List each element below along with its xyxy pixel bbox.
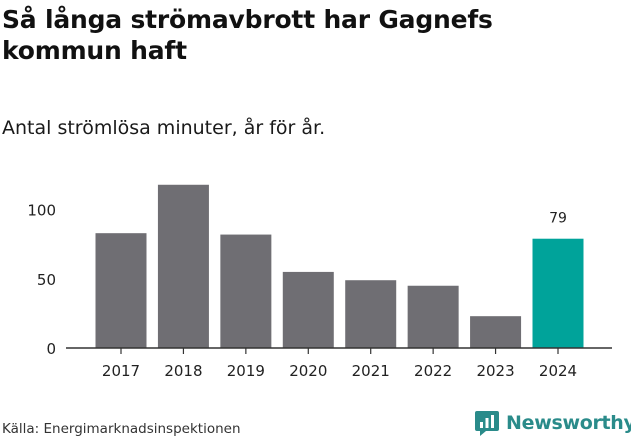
newsworthy-logo-icon xyxy=(475,411,499,436)
y-tick-label: 100 xyxy=(27,202,56,220)
brand-logo: Newsworthy xyxy=(474,408,631,438)
x-tick-label: 2023 xyxy=(476,362,514,380)
brand-name: Newsworthy xyxy=(506,412,631,434)
chart-title: Så långa strömavbrott har Gagnefs kommun… xyxy=(2,5,493,65)
x-tick-label: 2024 xyxy=(539,362,577,380)
x-tick-label: 2021 xyxy=(352,362,390,380)
bar-2023 xyxy=(470,316,522,348)
y-tick-label: 50 xyxy=(37,271,56,289)
x-tick-label: 2018 xyxy=(164,362,202,380)
bar-2020 xyxy=(282,271,334,348)
bars-group xyxy=(95,184,584,348)
x-axis-ticks: 2017 2018 2019 2020 2021 2022 2023 2024 xyxy=(102,348,577,380)
data-labels: 79 xyxy=(549,211,567,227)
x-tick-label: 2022 xyxy=(414,362,452,380)
y-axis-ticks: 0 50 100 xyxy=(27,202,56,358)
x-tick-label: 2019 xyxy=(227,362,265,380)
bar-2019 xyxy=(220,234,272,348)
data-label: 79 xyxy=(549,211,567,227)
bar-2021 xyxy=(345,280,397,348)
y-tick-label: 0 xyxy=(46,340,56,358)
bar-2022 xyxy=(407,285,459,348)
bar-2018 xyxy=(157,184,209,348)
bar-2017 xyxy=(95,233,147,348)
source-note: Källa: Energimarknadsinspektionen xyxy=(2,421,241,437)
x-tick-label: 2020 xyxy=(289,362,327,380)
x-tick-label: 2017 xyxy=(102,362,140,380)
chart-subtitle: Antal strömlösa minuter, år för år. xyxy=(2,117,326,139)
bar-2024 xyxy=(532,238,584,348)
